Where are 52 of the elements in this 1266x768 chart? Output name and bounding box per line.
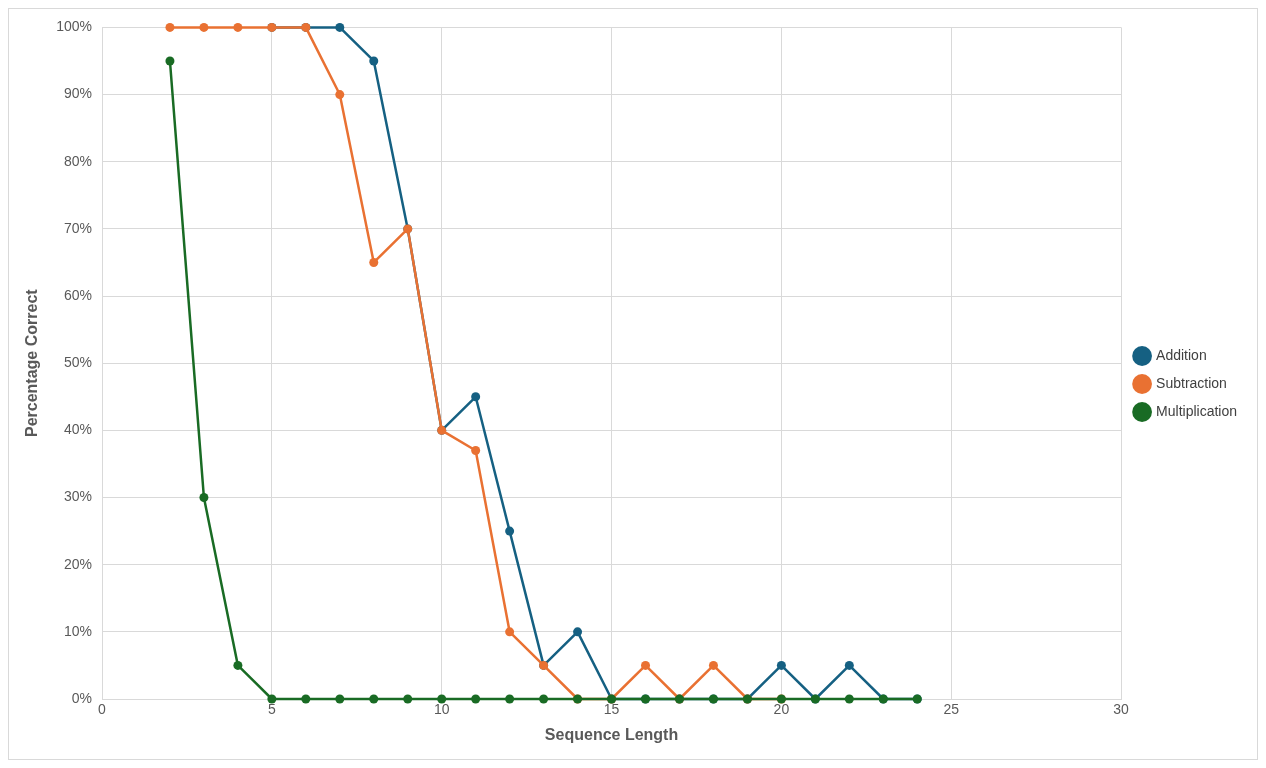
point — [708, 660, 718, 670]
point — [369, 694, 379, 704]
y-tick-label: 10% — [63, 622, 93, 639]
y-axis-title: Percentage Correct — [23, 288, 41, 438]
x-tick-label: 0 — [98, 701, 107, 718]
point — [369, 56, 379, 66]
x-tick-label: 15 — [603, 701, 620, 718]
point — [471, 694, 481, 704]
point — [505, 694, 515, 704]
point — [267, 694, 277, 704]
point — [335, 22, 345, 32]
point — [335, 694, 345, 704]
x-tick-label: 25 — [943, 701, 960, 718]
point — [199, 22, 209, 32]
point — [403, 694, 413, 704]
y-tick-label: 60% — [63, 286, 93, 303]
x-tick-label: 10 — [433, 701, 450, 718]
x-tick-label: 30 — [1113, 701, 1130, 718]
point — [539, 694, 549, 704]
point — [369, 257, 379, 267]
point — [641, 660, 651, 670]
point — [165, 56, 175, 66]
y-tick-label: 70% — [63, 219, 93, 236]
point — [505, 627, 515, 637]
point — [573, 627, 583, 637]
point — [844, 694, 854, 704]
point — [505, 526, 515, 536]
point — [233, 22, 243, 32]
point — [301, 694, 311, 704]
x-tick-label: 5 — [267, 701, 276, 718]
point — [233, 660, 243, 670]
y-tick-label: 40% — [63, 421, 93, 438]
y-tick-label: 90% — [63, 85, 93, 102]
point — [776, 660, 786, 670]
y-tick-label: 20% — [63, 555, 93, 572]
legend-label: Addition — [1156, 346, 1207, 363]
y-tick-label: 100% — [56, 18, 93, 35]
point — [844, 660, 854, 670]
point — [199, 493, 209, 503]
point — [471, 392, 481, 402]
x-axis-title: Sequence Length — [544, 725, 679, 743]
legend-label: Subtraction — [1156, 374, 1227, 391]
legend-label: Multiplication — [1156, 402, 1238, 419]
y-tick-label: 80% — [63, 152, 93, 169]
y-tick-label: 30% — [63, 488, 93, 505]
point — [437, 694, 447, 704]
x-tick-label: 20 — [773, 701, 790, 718]
y-tick-label: 50% — [63, 354, 93, 371]
y-tick-label: 0% — [71, 689, 93, 706]
point — [335, 90, 345, 100]
point — [165, 22, 175, 32]
point — [471, 446, 481, 456]
